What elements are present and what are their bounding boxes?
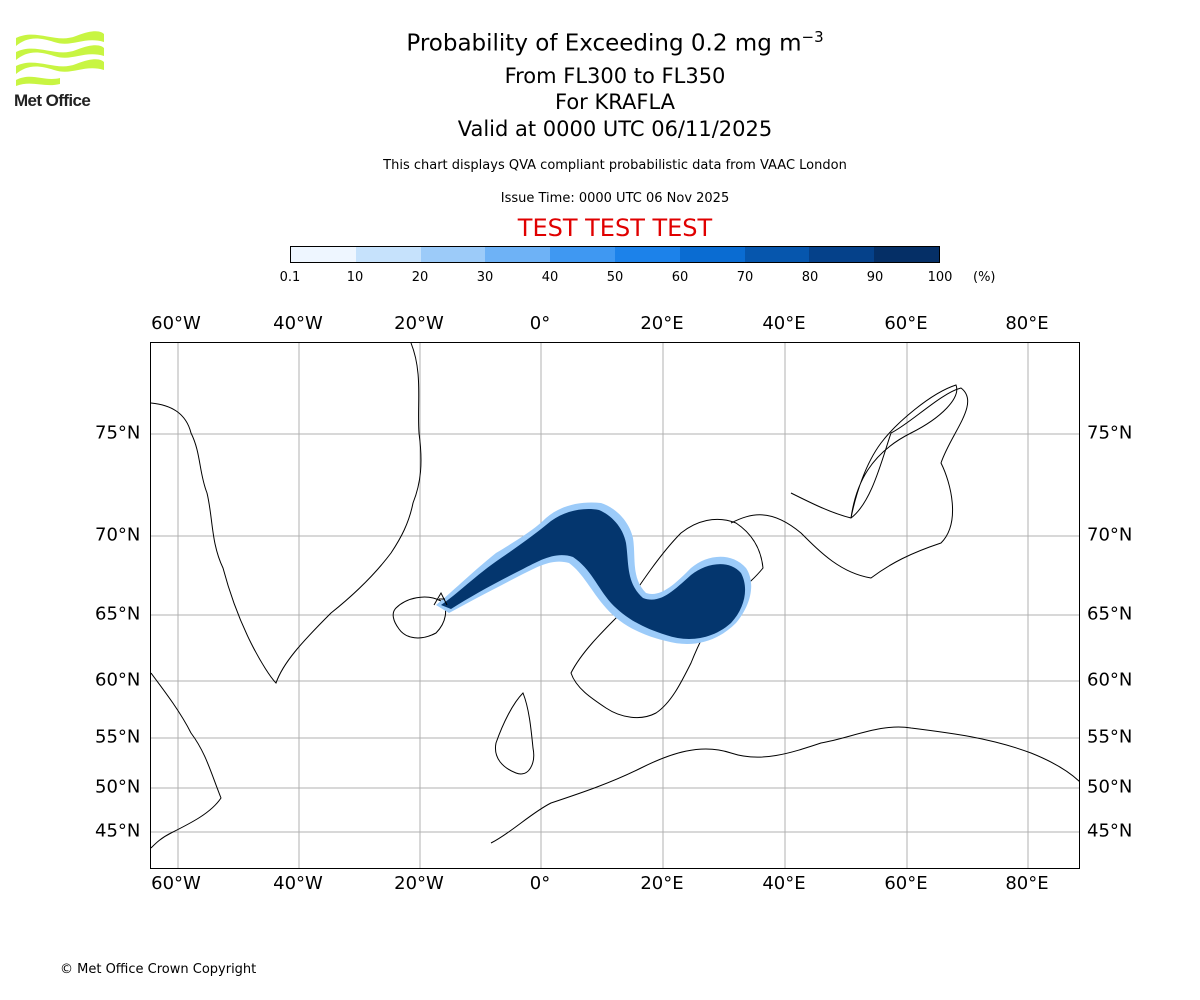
latitude-label: 75°N [1087, 422, 1133, 444]
latitude-label: 55°N [1087, 726, 1133, 748]
colorbar-tick-label: 90 [866, 270, 884, 285]
colorbar-tick-label: 50 [606, 270, 624, 285]
valid-time: Valid at 0000 UTC 06/11/2025 [457, 117, 773, 141]
colorbar-segment [355, 247, 421, 262]
latitude-label: 65°N [1087, 603, 1133, 625]
colorbar-segment [874, 247, 939, 262]
latitude-label: 55°N [95, 726, 141, 748]
krafla-marker [433, 591, 448, 606]
colorbar-segment [420, 247, 486, 262]
colorbar-segment [744, 247, 810, 262]
north-america-coast [151, 672, 222, 849]
latitude-label: 50°N [95, 776, 141, 798]
logo-text: Met Office [14, 91, 91, 110]
latitude-label: 45°N [1087, 820, 1133, 842]
flight-level-range: From FL300 to FL350 [504, 64, 726, 88]
ash-plume [433, 502, 752, 644]
colorbar-tick-label: 70 [736, 270, 754, 285]
map-frame [150, 342, 1080, 869]
russia-north-coast [730, 387, 969, 579]
latitude-label: 75°N [95, 422, 141, 444]
latitude-label: 70°N [1087, 524, 1133, 546]
longitude-label: 80°E [1005, 313, 1049, 334]
longitude-label: 40°W [273, 873, 323, 894]
longitude-label: 20°E [640, 313, 684, 334]
longitude-label: 40°E [762, 313, 806, 334]
plume-core [441, 509, 746, 639]
colorbar-segment [485, 247, 551, 262]
longitude-label: 60°W [151, 313, 201, 334]
longitude-label: 60°W [151, 873, 201, 894]
volcano-name: For KRAFLA [555, 90, 675, 114]
colorbar-tick-label: 0.1 [279, 270, 301, 285]
longitude-label: 80°E [1005, 873, 1049, 894]
colorbar-tick-label: 40 [541, 270, 559, 285]
longitude-label: 60°E [884, 873, 928, 894]
novaya-zemlya [850, 384, 958, 519]
longitude-label: 20°W [394, 873, 444, 894]
iceland-coast [392, 596, 447, 639]
colorbar-tick-label: 60 [671, 270, 689, 285]
british-isles-coast [494, 692, 535, 775]
greenland-coast [151, 343, 422, 684]
longitude-label: 20°E [640, 873, 684, 894]
longitude-label: 0° [529, 313, 551, 334]
colorbar-segment [809, 247, 875, 262]
colorbar-tick-label: 100 [927, 270, 953, 285]
colorbar-tick-label: 20 [411, 270, 429, 285]
colorbar-tick-label: 10 [346, 270, 364, 285]
test-banner: TEST TEST TEST [517, 214, 713, 242]
chart-subtitle: This chart displays QVA compliant probab… [383, 158, 847, 173]
latitude-label: 60°N [95, 669, 141, 691]
latitude-label: 50°N [1087, 776, 1133, 798]
latitude-label: 70°N [95, 524, 141, 546]
colorbar-segment [614, 247, 680, 262]
longitude-label: 40°E [762, 873, 806, 894]
longitude-label: 40°W [273, 313, 323, 334]
latitude-label: 45°N [95, 820, 141, 842]
issue-time: Issue Time: 0000 UTC 06 Nov 2025 [500, 191, 730, 206]
colorbar-segment [550, 247, 615, 262]
colorbar-tick-label: 80 [801, 270, 819, 285]
copyright: © Met Office Crown Copyright [60, 962, 257, 977]
coastlines [151, 343, 1079, 849]
latitude-label: 65°N [95, 603, 141, 625]
colorbar [290, 246, 940, 263]
longitude-label: 20°W [394, 313, 444, 334]
map-canvas [151, 343, 1079, 868]
colorbar-tick-label: 30 [476, 270, 494, 285]
scandinavia-coast [570, 518, 764, 719]
chart-title: Probability of Exceeding 0.2 mg m−3 [406, 28, 824, 57]
longitude-label: 60°E [884, 313, 928, 334]
europe-coast [490, 726, 1079, 844]
latitude-label: 60°N [1087, 669, 1133, 691]
colorbar-segment [679, 247, 745, 262]
longitude-label: 0° [529, 873, 551, 894]
met-office-logo [16, 31, 104, 86]
colorbar-unit: (%) [973, 270, 996, 285]
colorbar-segment [291, 247, 356, 262]
